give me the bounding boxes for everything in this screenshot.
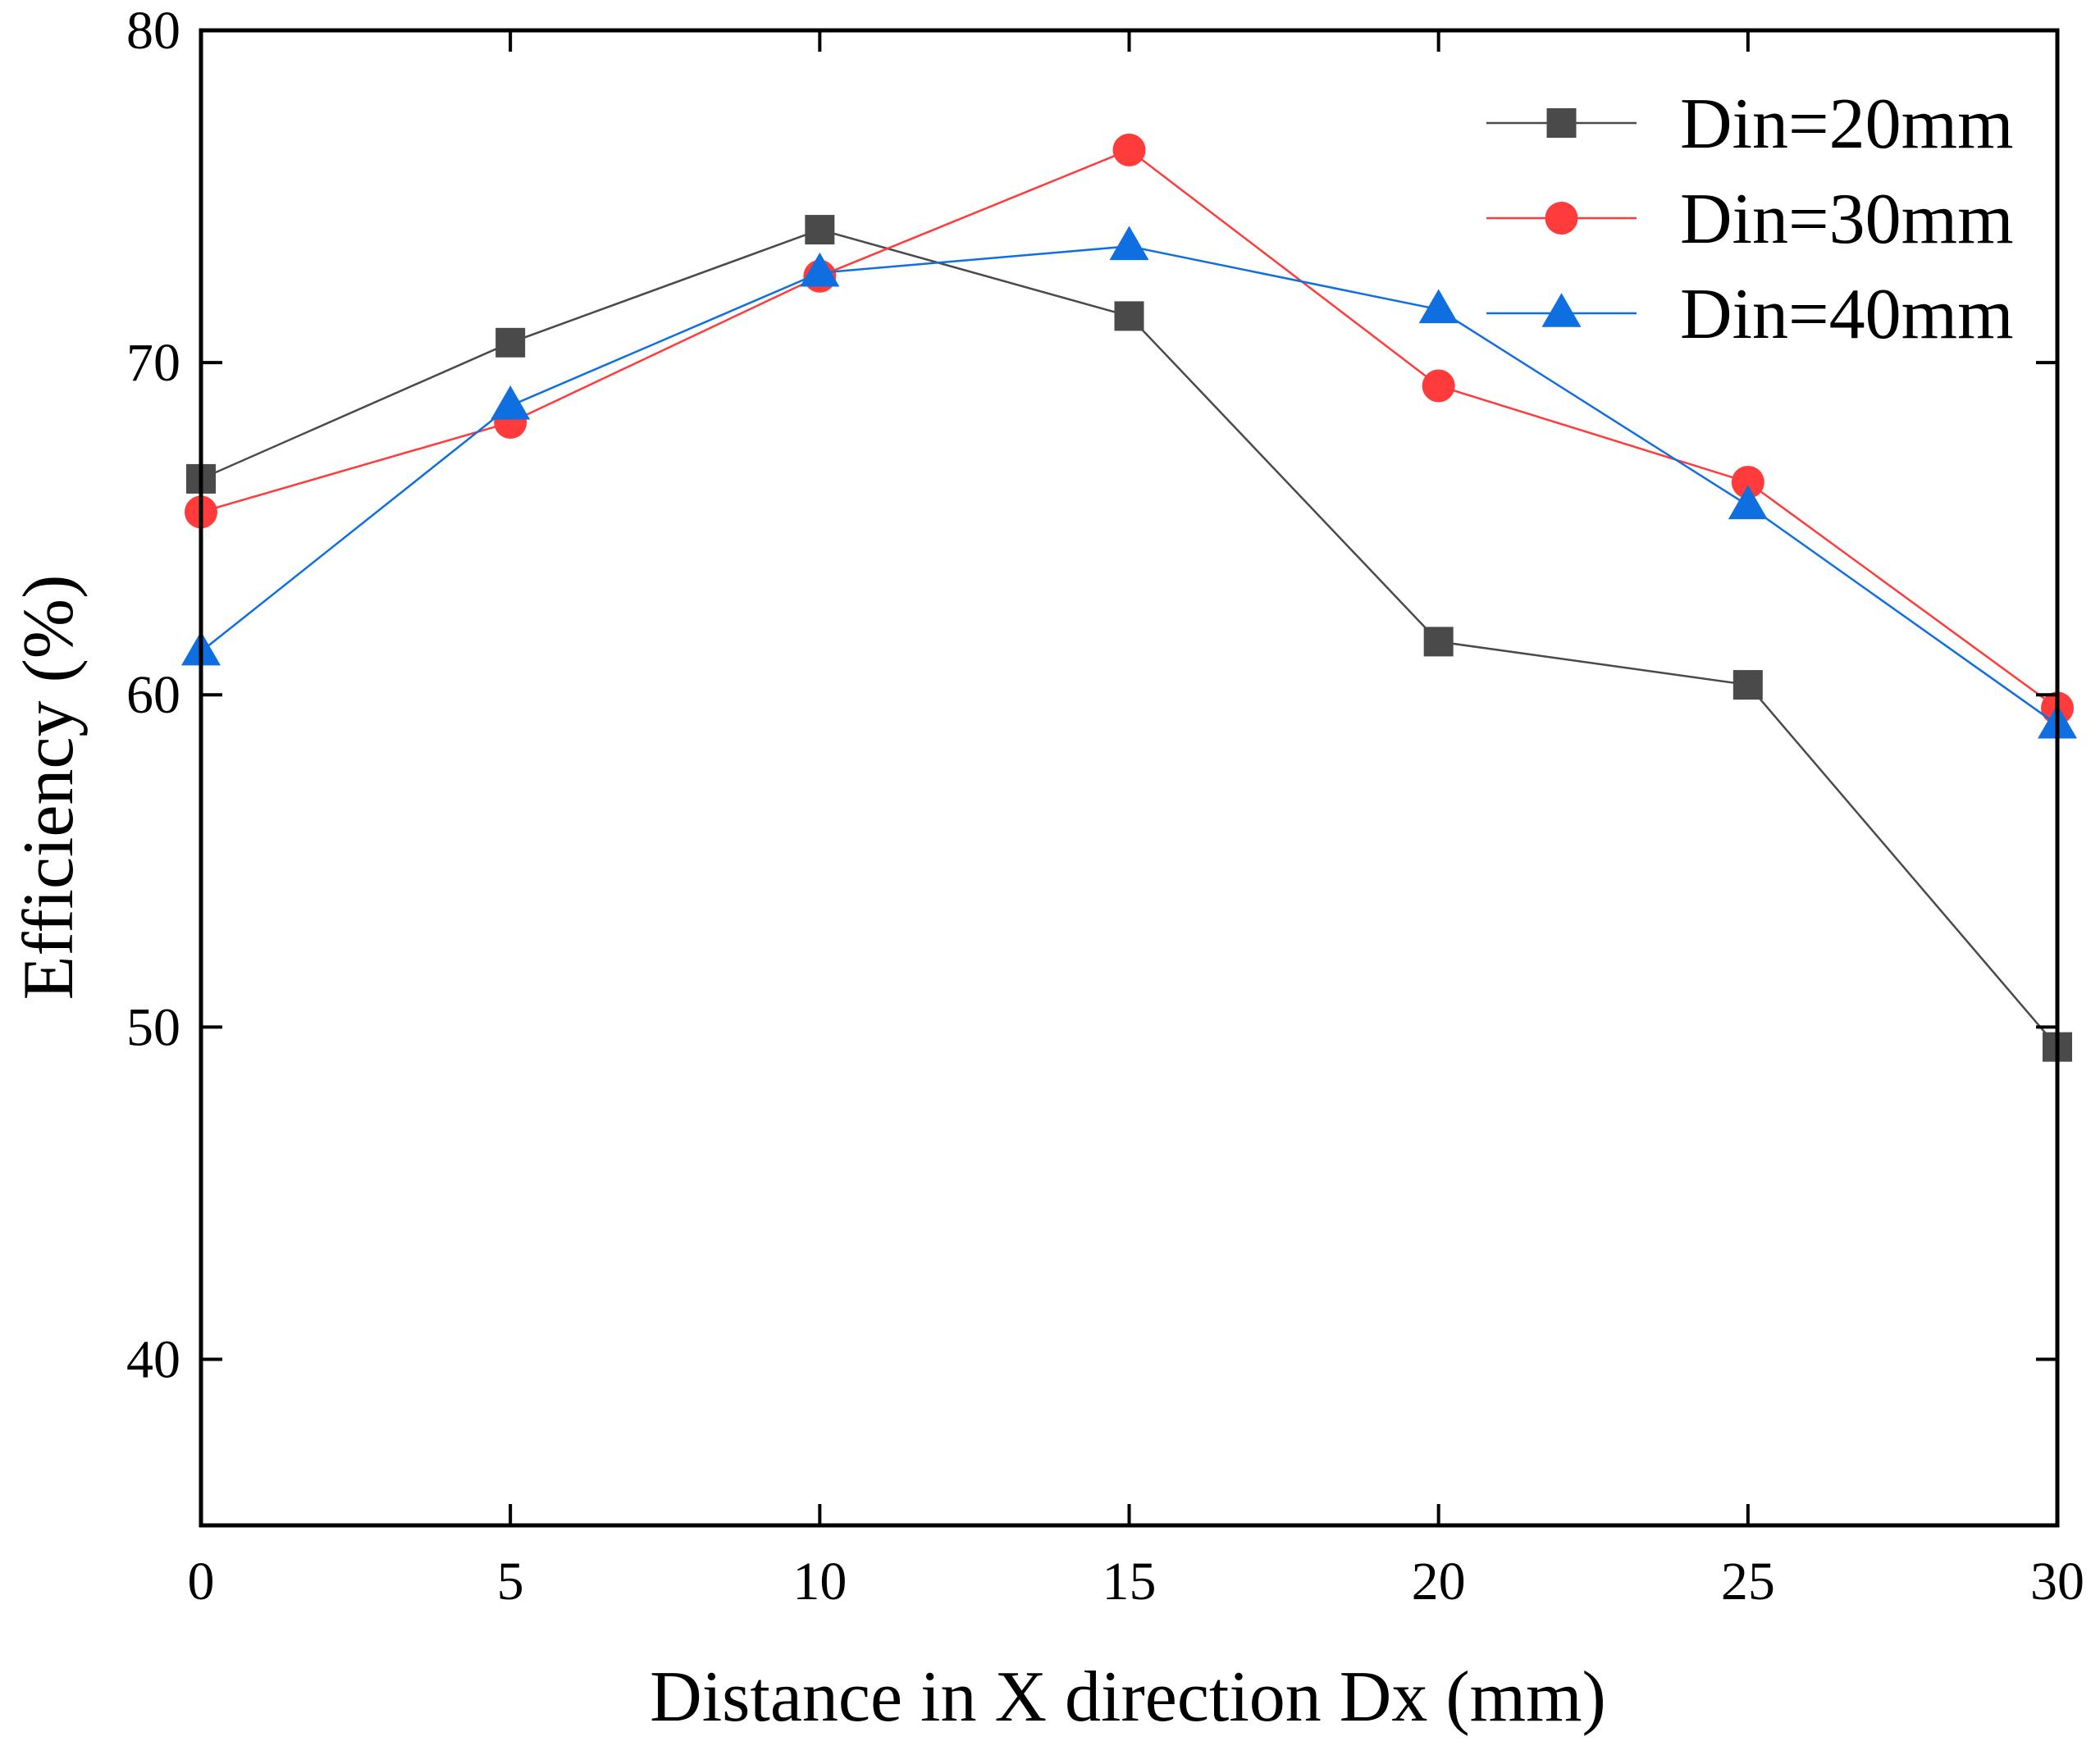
series-Din=20mm bbox=[186, 215, 2072, 1062]
legend: Din=20mm Din=30mm Din=40mm bbox=[1486, 84, 2014, 354]
data-point-triangle bbox=[1418, 289, 1459, 324]
data-point-triangle bbox=[1109, 226, 1149, 261]
series-Din=40mm bbox=[181, 226, 2077, 739]
legend-item: Din=30mm bbox=[1486, 180, 2014, 259]
data-point-square bbox=[495, 327, 526, 358]
x-tick-label: 15 bbox=[1102, 1552, 1157, 1611]
data-point-square bbox=[1423, 627, 1454, 657]
legend-item: Din=40mm bbox=[1486, 275, 2014, 354]
legend-label: Din=20mm bbox=[1680, 84, 2014, 164]
legend-label: Din=40mm bbox=[1680, 275, 2014, 354]
data-point-circle bbox=[1731, 465, 1764, 499]
legend-marker-triangle bbox=[1541, 293, 1582, 327]
y-tick-label: 70 bbox=[126, 333, 180, 393]
x-tick-label: 10 bbox=[792, 1552, 847, 1611]
data-point-square bbox=[1732, 670, 1763, 700]
data-point-circle bbox=[1112, 133, 1146, 166]
x-tick-label: 5 bbox=[497, 1552, 524, 1611]
data-point-square bbox=[1114, 301, 1144, 331]
x-tick-label: 25 bbox=[1721, 1552, 1775, 1611]
data-point-triangle bbox=[491, 385, 531, 420]
legend-marker-square bbox=[1546, 108, 1577, 138]
legend-item: Din=20mm bbox=[1486, 84, 2014, 164]
x-tick-label: 30 bbox=[2030, 1552, 2084, 1611]
legend-label: Din=30mm bbox=[1680, 180, 2014, 259]
legend-marker-circle bbox=[1545, 202, 1578, 235]
y-axis-ticks: 40 50 60 70 80 bbox=[126, 1, 2057, 1389]
data-point-circle bbox=[1422, 369, 1455, 403]
x-axis-ticks: 0 5 10 15 20 25 30 bbox=[188, 30, 2084, 1611]
y-tick-label: 60 bbox=[126, 665, 180, 725]
y-tick-label: 40 bbox=[126, 1329, 180, 1389]
data-point-triangle bbox=[1728, 485, 1768, 520]
y-tick-label: 80 bbox=[126, 1, 180, 61]
data-point-square bbox=[805, 215, 835, 245]
data-point-triangle bbox=[800, 252, 840, 287]
y-axis-title: Efficiency (%) bbox=[9, 575, 89, 1001]
x-axis-title: Distance in X direction Dx (mm) bbox=[650, 1657, 1606, 1737]
series-layer bbox=[181, 133, 2077, 1062]
y-tick-label: 50 bbox=[126, 997, 180, 1057]
x-tick-label: 20 bbox=[1412, 1552, 1466, 1611]
x-tick-label: 0 bbox=[188, 1552, 215, 1611]
